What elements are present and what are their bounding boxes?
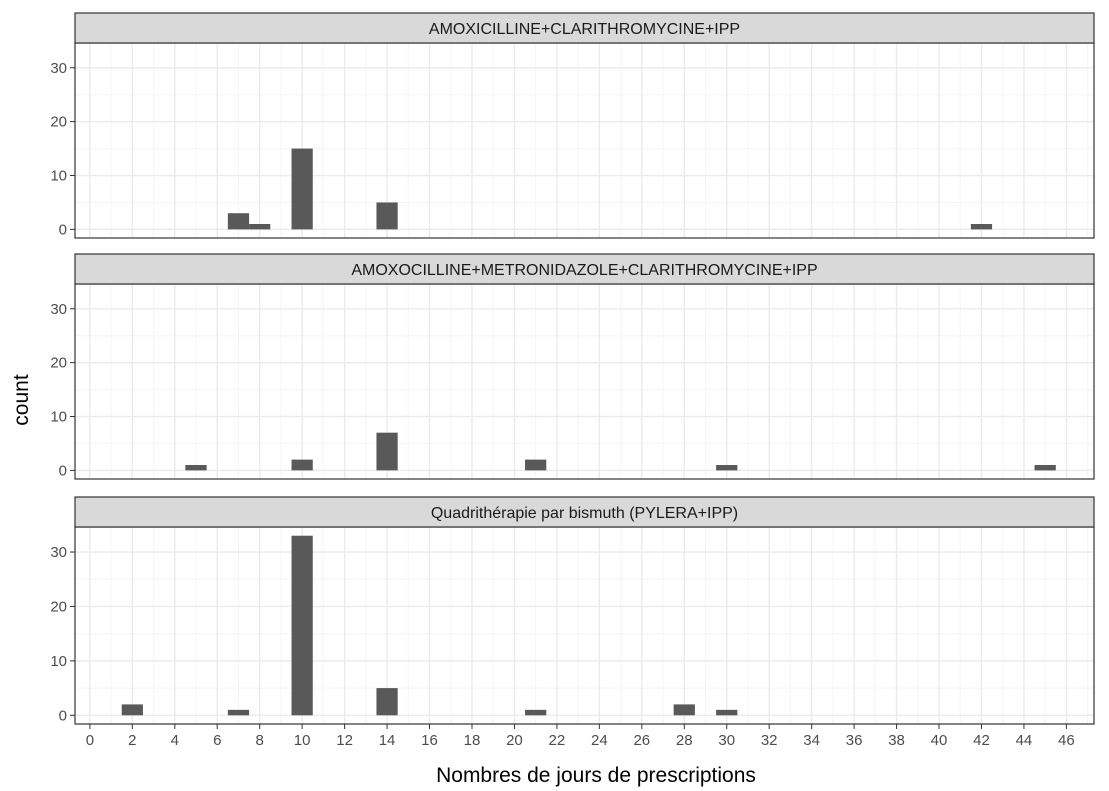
x-tick-label: 12 (336, 732, 353, 749)
y-tick-label: 0 (59, 221, 67, 238)
bar (716, 709, 738, 716)
bar (227, 709, 250, 716)
bar (227, 213, 250, 230)
x-tick-label: 0 (86, 732, 94, 749)
y-tick-label: 10 (50, 409, 67, 426)
y-tick-label: 20 (50, 114, 67, 131)
x-tick-label: 26 (633, 732, 650, 749)
y-tick-label: 10 (50, 653, 67, 670)
bar (716, 464, 738, 471)
x-tick-label: 36 (846, 732, 863, 749)
bar (121, 704, 143, 716)
x-tick-label: 24 (591, 732, 608, 749)
x-tick-label: 20 (506, 732, 523, 749)
bar (970, 223, 993, 230)
x-tick-label: 42 (973, 732, 990, 749)
x-tick-label: 30 (718, 732, 735, 749)
x-tick-label: 22 (549, 732, 566, 749)
bar (1034, 464, 1056, 471)
facet-strip-label: AMOXICILLINE+CLARITHROMYCINE+IPP (429, 21, 740, 38)
x-tick-label: 2 (128, 732, 136, 749)
panel-background (75, 43, 1094, 238)
y-tick-label: 20 (50, 598, 67, 615)
y-tick-label: 0 (59, 707, 67, 724)
bar (673, 704, 695, 716)
facet-strip (74, 12, 1095, 44)
x-tick-label: 10 (294, 732, 311, 749)
bar (525, 709, 547, 716)
y-tick-label: 30 (50, 301, 67, 318)
bar (525, 459, 547, 471)
x-tick-label: 6 (213, 732, 221, 749)
x-tick-label: 16 (421, 732, 438, 749)
x-axis-title: Nombres de jours de prescriptions (436, 764, 756, 787)
x-tick-label: 40 (931, 732, 948, 749)
panel-background (75, 284, 1094, 479)
x-tick-label: 46 (1058, 732, 1075, 749)
bar (291, 535, 313, 716)
x-tick-label: 14 (379, 732, 396, 749)
x-tick-label: 18 (464, 732, 481, 749)
facet-strip-label: AMOXOCILLINE+METRONIDAZOLE+CLARITHROMYCI… (351, 262, 817, 279)
x-tick-label: 8 (256, 732, 264, 749)
x-tick-label: 4 (171, 732, 179, 749)
bar (291, 459, 313, 471)
y-tick-label: 0 (59, 462, 67, 479)
x-tick-label: 44 (1016, 732, 1033, 749)
bar (291, 148, 313, 230)
x-tick-label: 28 (676, 732, 693, 749)
y-axis-title: count (10, 374, 33, 426)
y-tick-label: 30 (50, 544, 67, 561)
y-tick-label: 30 (50, 60, 67, 77)
facet-strip (74, 253, 1095, 285)
x-tick-label: 38 (888, 732, 905, 749)
bar (249, 223, 271, 230)
y-tick-label: 10 (50, 168, 67, 185)
x-tick-label: 32 (761, 732, 778, 749)
bar (376, 688, 398, 716)
panel-background (75, 527, 1094, 724)
facet-strip (74, 496, 1095, 528)
y-tick-label: 20 (50, 355, 67, 372)
x-tick-label: 34 (803, 732, 820, 749)
bar (376, 202, 398, 230)
bar (376, 432, 398, 471)
bar (185, 464, 207, 471)
facet-strip-label: Quadrithérapie par bismuth (PYLERA+IPP) (431, 505, 738, 522)
